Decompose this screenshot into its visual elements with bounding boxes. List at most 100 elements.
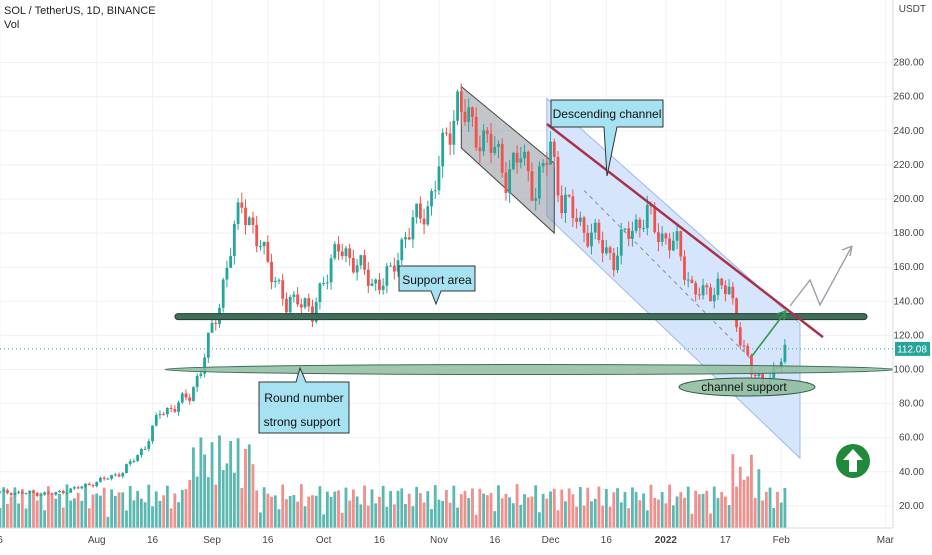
volume-bar: [355, 496, 359, 528]
price-tick-label: 60.00: [899, 433, 924, 444]
volume-bar: [433, 485, 437, 528]
volume-bar: [753, 498, 757, 528]
candle-body: [244, 207, 247, 226]
volume-bar: [586, 487, 590, 528]
volume-bar: [415, 486, 419, 528]
volume-bar: [675, 496, 679, 528]
volume-bar: [344, 487, 348, 528]
volume-bar: [173, 493, 177, 528]
volume-bar: [638, 500, 642, 528]
volume-bar: [177, 502, 180, 528]
candle-body: [489, 133, 493, 153]
volume-bar: [612, 492, 616, 528]
candle-body: [627, 228, 631, 239]
candle-body: [95, 481, 99, 487]
volume-bar: [352, 489, 355, 528]
volume-bar: [485, 495, 489, 528]
volume-bar: [20, 489, 24, 528]
candle-body: [422, 218, 426, 225]
candle-body: [117, 474, 121, 477]
volume-bar: [281, 484, 285, 528]
volume-bar: [125, 510, 128, 528]
support-area-label: Support area: [402, 273, 472, 287]
candle-body: [374, 279, 378, 284]
volume-bar: [471, 488, 474, 528]
candle-body: [701, 285, 705, 296]
candle-body: [601, 239, 605, 254]
candle-body: [273, 280, 277, 283]
candle-body: [337, 244, 340, 252]
volume-bar: [697, 494, 701, 528]
candle-body: [20, 491, 24, 494]
volume-bar: [690, 513, 694, 528]
volume-bar: [467, 498, 471, 528]
time-tick-label: 16: [374, 535, 386, 546]
candle-body: [352, 258, 355, 273]
volume-bar: [779, 502, 783, 528]
volume-bar: [370, 489, 374, 528]
volume-bar: [244, 448, 247, 528]
candle-body: [370, 283, 374, 286]
candle-body: [128, 461, 132, 465]
volume-bar: [50, 494, 54, 528]
candle-body: [456, 91, 459, 121]
price-axis-panel: [893, 0, 932, 550]
candle-body: [166, 407, 169, 415]
candle-body: [697, 294, 701, 296]
candle-body: [333, 244, 337, 259]
candle-body: [177, 402, 180, 412]
volume-bar: [727, 505, 731, 528]
channel-support-label: channel support: [701, 380, 787, 394]
volume-bar: [478, 488, 482, 528]
candle-body: [99, 477, 102, 482]
candle-body: [35, 492, 39, 496]
volume-bar: [735, 486, 738, 528]
volume-bar: [742, 479, 746, 528]
volume-bar: [463, 490, 467, 528]
price-tick-label: 200.00: [893, 194, 924, 205]
candle-body: [634, 219, 638, 231]
volume-bar: [631, 487, 634, 528]
price-tick-label: 220.00: [893, 160, 924, 171]
support-area-band: [174, 313, 868, 321]
volume-bar: [750, 454, 753, 528]
volume-bar: [504, 493, 508, 528]
candle-body: [731, 286, 735, 299]
volume-bar: [58, 493, 61, 528]
price-tick-label: 40.00: [899, 467, 924, 478]
volume-bar: [556, 510, 560, 528]
volume-bar: [411, 506, 415, 528]
candle-body: [251, 217, 255, 225]
volume-bar: [329, 497, 333, 528]
volume-bar: [396, 490, 400, 528]
candle-body: [125, 464, 128, 474]
volume-bar: [236, 438, 240, 528]
volume-bar: [642, 493, 645, 528]
round-number-band: [164, 364, 896, 375]
candle-body: [560, 195, 564, 214]
volume-bar: [251, 464, 255, 528]
candle-body: [396, 260, 400, 272]
price-tick-label: 80.00: [899, 399, 924, 410]
candle-body: [247, 217, 251, 226]
time-tick-label: 16: [601, 535, 613, 546]
candle-body: [50, 493, 54, 495]
candle-body: [485, 130, 489, 134]
volume-bar: [493, 511, 497, 528]
candle-body: [742, 345, 746, 347]
round-number-label: Round number: [264, 391, 343, 405]
candle-body: [418, 203, 422, 219]
time-tick-label: Dec: [542, 535, 560, 546]
volume-bar: [437, 499, 441, 528]
candle-body: [411, 217, 415, 240]
volume-bar: [225, 463, 229, 528]
price-tick-label: 260.00: [893, 92, 924, 103]
candle-body: [452, 120, 456, 145]
volume-bar: [400, 488, 404, 528]
volume-bar: [91, 494, 95, 528]
candle-body: [709, 287, 712, 302]
chart-header: SOL / TetherUS, 1D, BINANCE Vol: [4, 4, 156, 32]
time-tick-label: Mar: [877, 535, 895, 546]
